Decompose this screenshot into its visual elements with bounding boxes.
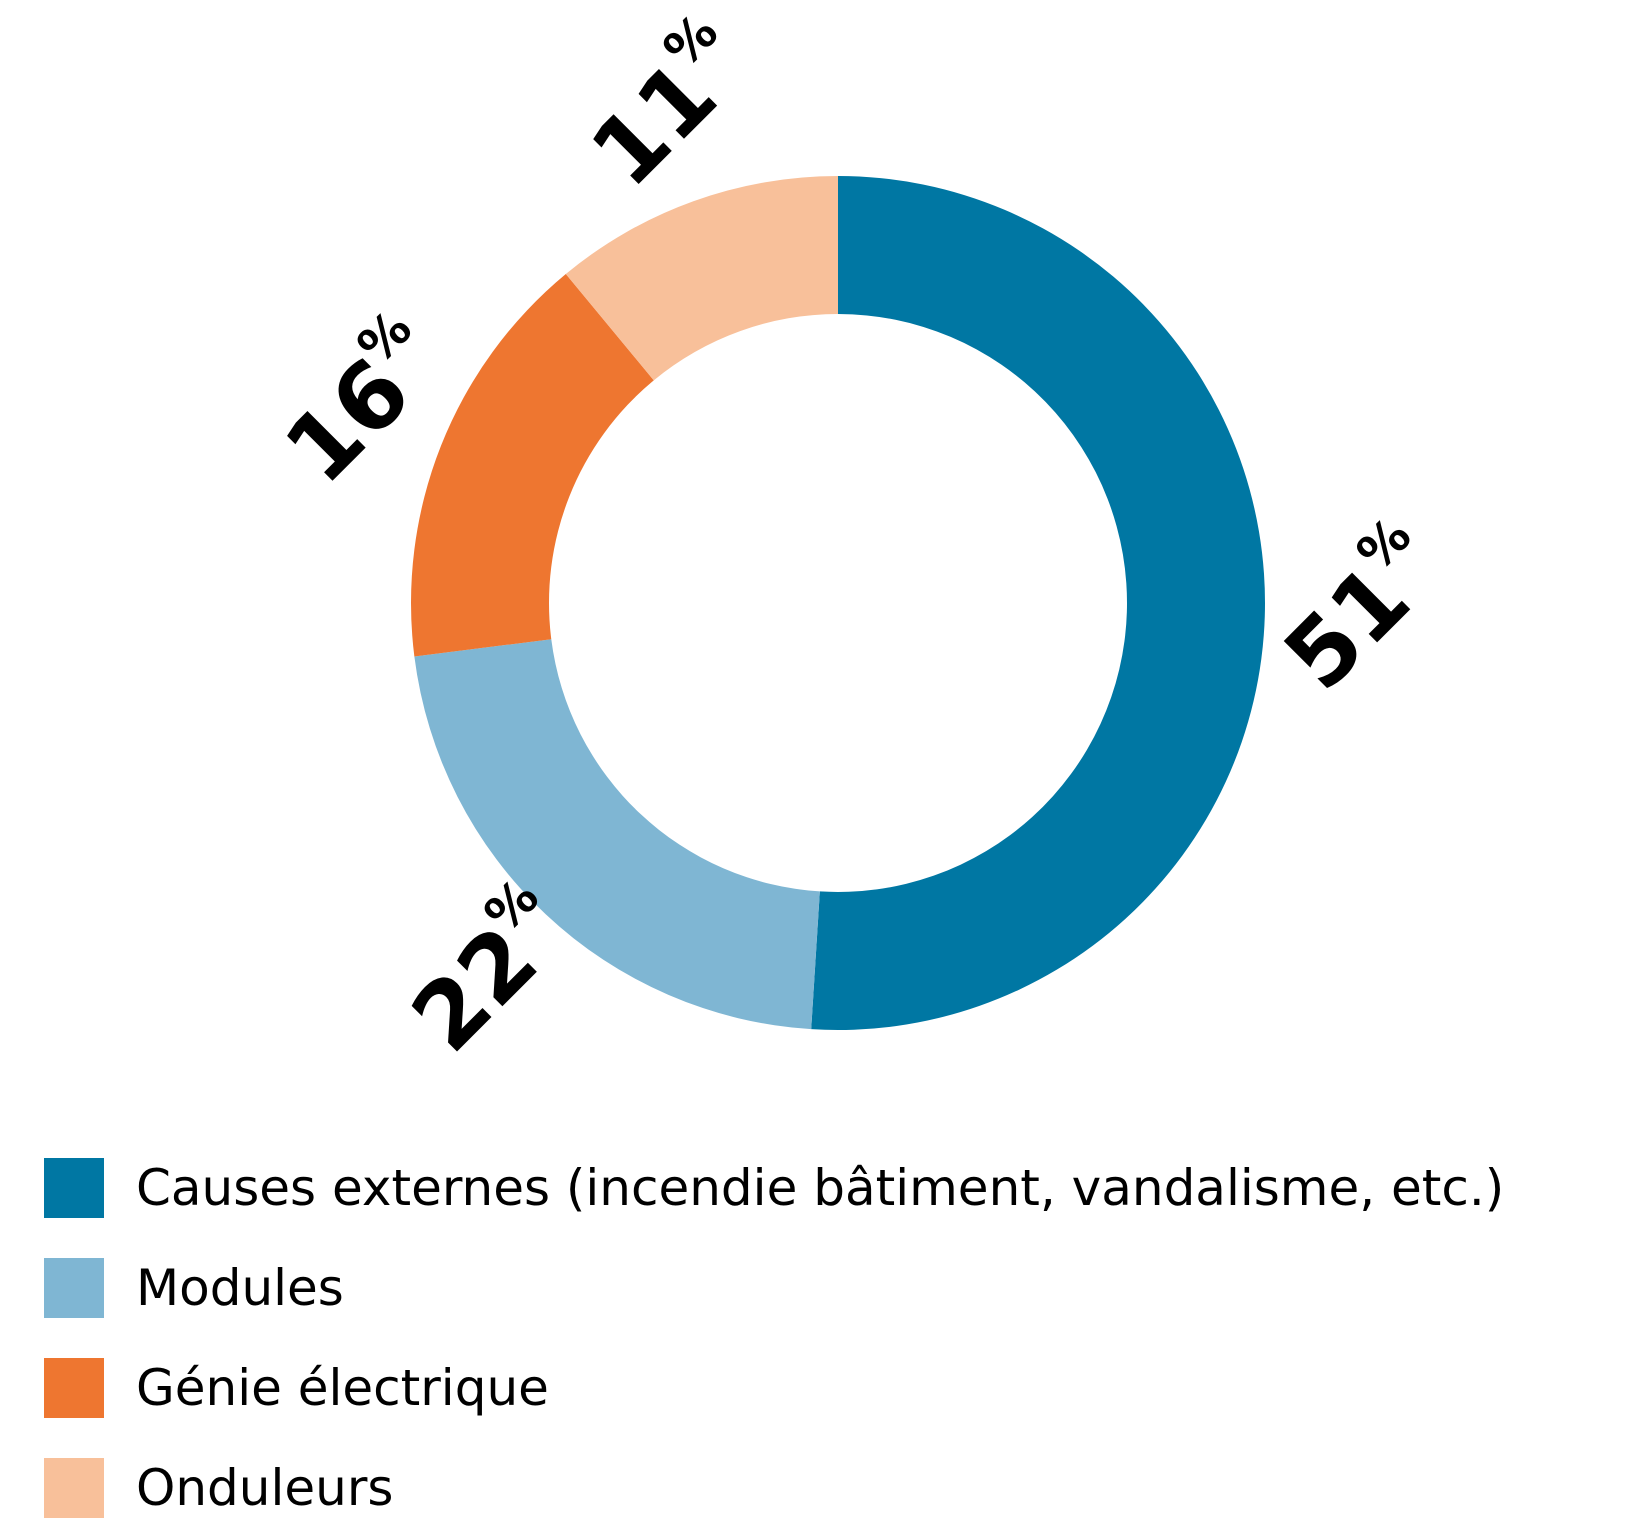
legend: Causes externes (incendie bâtiment, vand… — [44, 1138, 1504, 1538]
legend-label-onduleurs: Onduleurs — [136, 1459, 394, 1517]
legend-item-modules: Modules — [44, 1238, 1504, 1338]
data-label-value: 51 — [1264, 545, 1430, 711]
legend-swatch-modules — [44, 1258, 104, 1318]
legend-item-genie-electrique: Génie électrique — [44, 1338, 1504, 1438]
donut-slices — [411, 176, 1266, 1031]
legend-item-causes-externes: Causes externes (incendie bâtiment, vand… — [44, 1138, 1504, 1238]
data-label-onduleurs: 11% — [571, 2, 737, 207]
legend-label-causes-externes: Causes externes (incendie bâtiment, vand… — [136, 1159, 1505, 1217]
legend-label-modules: Modules — [136, 1259, 344, 1317]
data-label-value: 11 — [571, 41, 737, 207]
slice-causes-externes-incendie-batiment-vandalisme-etc — [811, 176, 1266, 1031]
data-label-value: 16 — [265, 338, 431, 504]
slice-onduleurs — [565, 176, 838, 381]
legend-item-onduleurs: Onduleurs — [44, 1438, 1504, 1538]
data-label-causes-externes-incendie-batiment-vandalisme-etc: 51% — [1264, 506, 1430, 711]
slice-genie-electrique — [411, 273, 654, 657]
data-label-value: 22 — [392, 906, 558, 1072]
legend-label-genie-electrique: Génie électrique — [136, 1359, 549, 1417]
legend-swatch-onduleurs — [44, 1458, 104, 1518]
legend-swatch-genie-electrique — [44, 1358, 104, 1418]
legend-swatch-causes-externes — [44, 1158, 104, 1218]
slice-modules — [414, 639, 820, 1030]
